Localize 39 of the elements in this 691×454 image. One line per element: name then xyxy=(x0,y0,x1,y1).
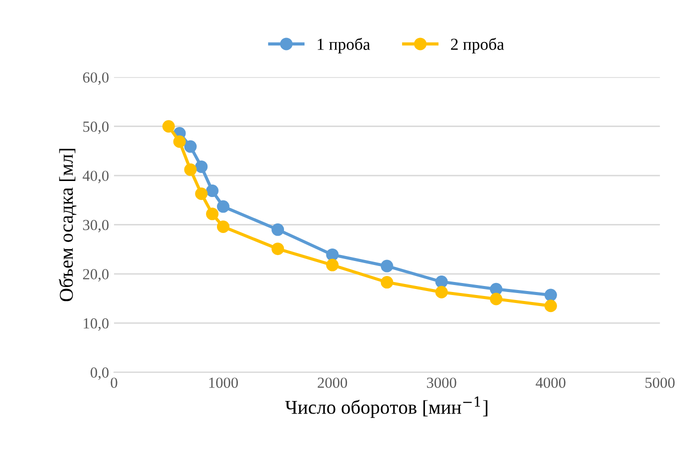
point xyxy=(206,208,219,220)
point xyxy=(184,140,197,153)
point xyxy=(380,260,394,272)
x-tick-label: 0 xyxy=(110,378,118,388)
point xyxy=(326,248,339,261)
y-axis-title: Объем осадка [мл] xyxy=(58,148,76,302)
point xyxy=(380,276,394,289)
point xyxy=(544,300,557,312)
point xyxy=(184,163,197,176)
point xyxy=(162,120,175,133)
point xyxy=(490,292,502,306)
x-tick-label: 4000 xyxy=(536,378,566,388)
x-tick-label: 5000 xyxy=(646,378,675,388)
point xyxy=(195,187,208,200)
point xyxy=(435,276,448,288)
x-tick-label: 2000 xyxy=(318,378,348,388)
point xyxy=(216,220,230,233)
point xyxy=(544,288,557,302)
point xyxy=(195,160,208,173)
y-tick-label: 30,0 xyxy=(83,220,109,232)
y-tick-label: 40,0 xyxy=(82,170,109,184)
point xyxy=(206,184,219,198)
y-tick-label: 50,0 xyxy=(83,122,109,134)
x-axis-title: Число оборотов [мин$^{−1}$] xyxy=(285,396,488,418)
point xyxy=(272,242,284,256)
x-tick-label: 1000 xyxy=(209,378,238,388)
point xyxy=(216,200,230,213)
legend-label: 2 проба xyxy=(451,38,504,54)
x-tick-label: 3000 xyxy=(427,378,456,388)
point xyxy=(435,286,448,298)
point xyxy=(272,223,284,236)
legend-label: 1 проба xyxy=(318,38,370,54)
point xyxy=(326,258,339,272)
y-tick-label: 20,0 xyxy=(83,269,109,282)
y-tick-label: 10,0 xyxy=(84,318,109,331)
point xyxy=(490,282,502,296)
point xyxy=(173,135,186,148)
y-tick-label: 0,0 xyxy=(90,367,109,380)
y-tick-label: 60,0 xyxy=(83,72,109,85)
